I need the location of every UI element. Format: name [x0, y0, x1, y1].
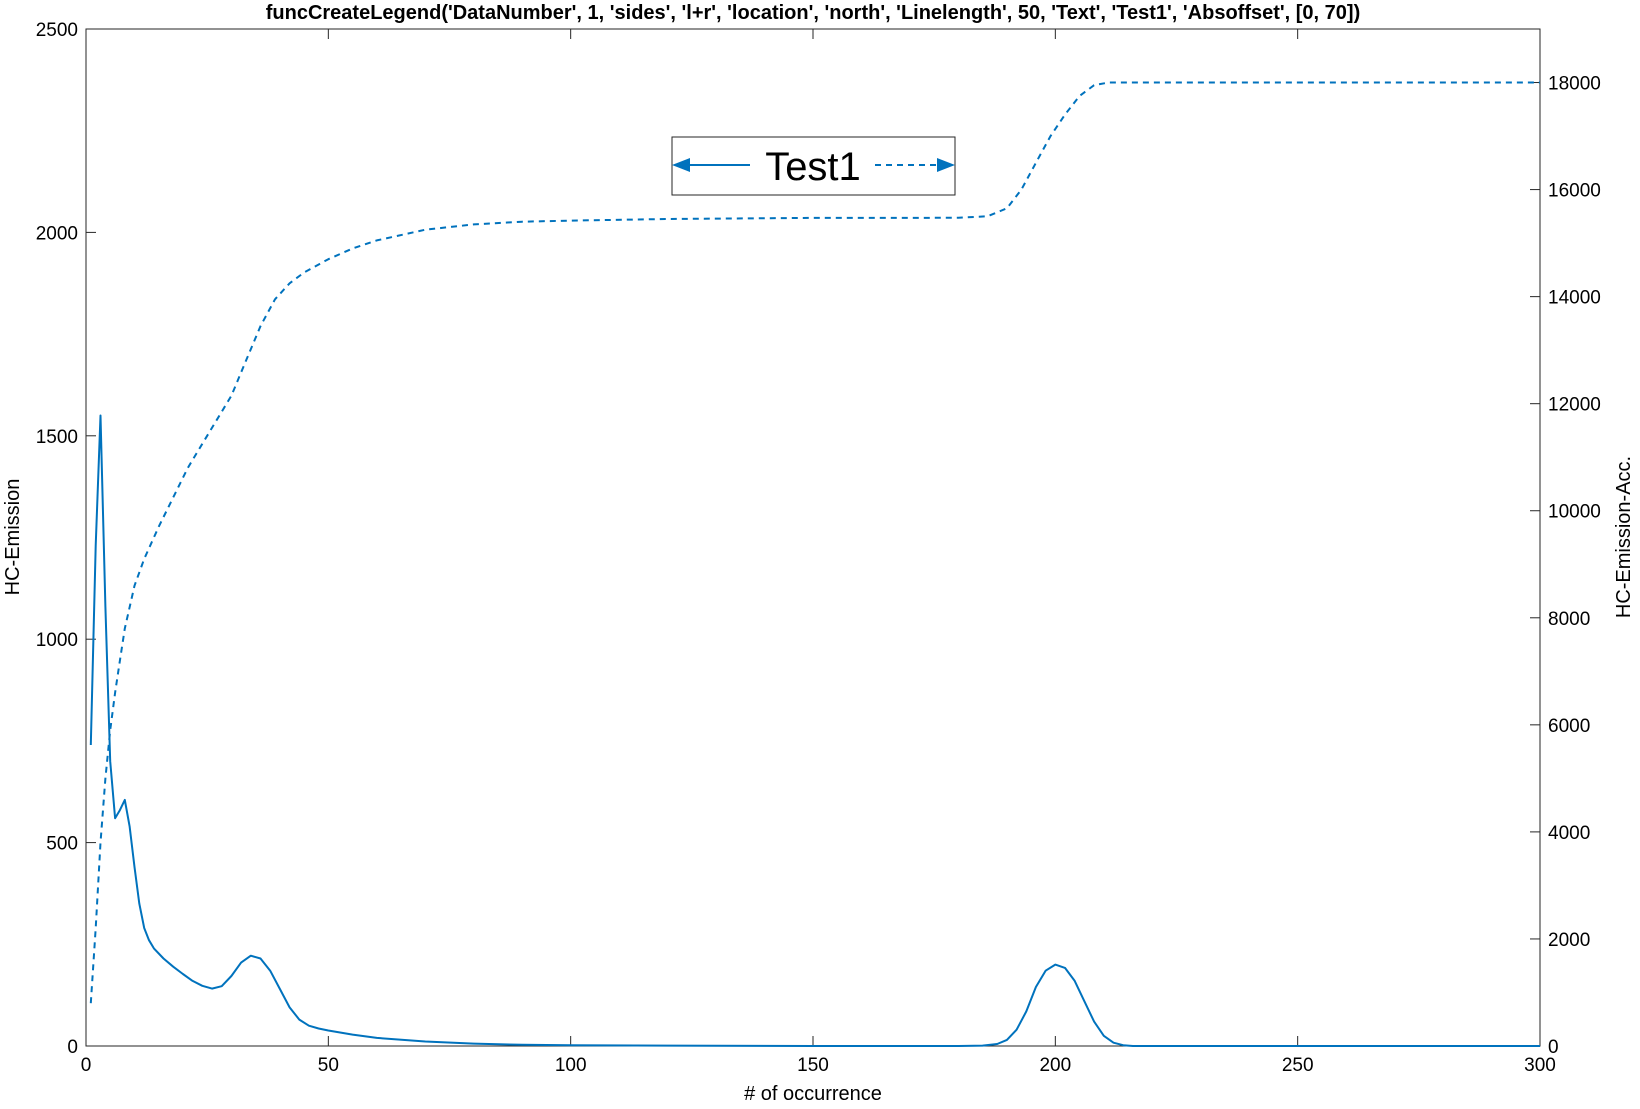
x-tick-label: 250	[1282, 1055, 1314, 1076]
chart-title: funcCreateLegend('DataNumber', 1, 'sides…	[266, 2, 1361, 24]
x-axis-label: # of occurrence	[744, 1083, 882, 1105]
plot-area	[85, 28, 1541, 1047]
legend: Test1	[671, 136, 956, 196]
legend-box	[671, 136, 956, 196]
series-line-emission	[89, 414, 1540, 1047]
x-tick-label: 300	[1524, 1055, 1556, 1076]
y-left-tick-label: 2000	[36, 223, 78, 244]
y-left-tick-label: 1000	[36, 630, 78, 651]
x-tick-label: 100	[555, 1055, 587, 1076]
legend-right-arrowhead	[937, 158, 955, 172]
y-right-axis-label: HC-Emission-Acc.	[1613, 456, 1635, 618]
y-left-tick-label: 0	[67, 1037, 78, 1058]
y-right-tick-label: 14000	[1548, 288, 1601, 309]
y-right-tick-label: 4000	[1548, 823, 1590, 844]
x-tick-label: 150	[797, 1055, 829, 1076]
y-right-tick-label: 16000	[1548, 181, 1601, 202]
legend-entry-label: Test1	[765, 145, 861, 189]
x-tick-label: 50	[318, 1055, 339, 1076]
y-right-tick-label: 10000	[1548, 502, 1601, 523]
y-left-axis-label: HC-Emission	[2, 479, 24, 596]
y-left-tick-label: 2500	[36, 20, 78, 41]
y-left-tick-label: 500	[46, 834, 78, 855]
x-tick-label: 0	[81, 1055, 92, 1076]
y-right-tick-label: 2000	[1548, 930, 1590, 951]
y-left-tick-label: 1500	[36, 427, 78, 448]
legend-left-arrowhead	[672, 158, 690, 172]
y-right-tick-label: 6000	[1548, 716, 1590, 737]
y-right-tick-label: 0	[1548, 1037, 1559, 1058]
x-tick-label: 200	[1039, 1055, 1071, 1076]
y-right-tick-label: 12000	[1548, 395, 1601, 416]
y-right-tick-label: 18000	[1548, 74, 1601, 95]
y-right-tick-label: 8000	[1548, 609, 1590, 630]
